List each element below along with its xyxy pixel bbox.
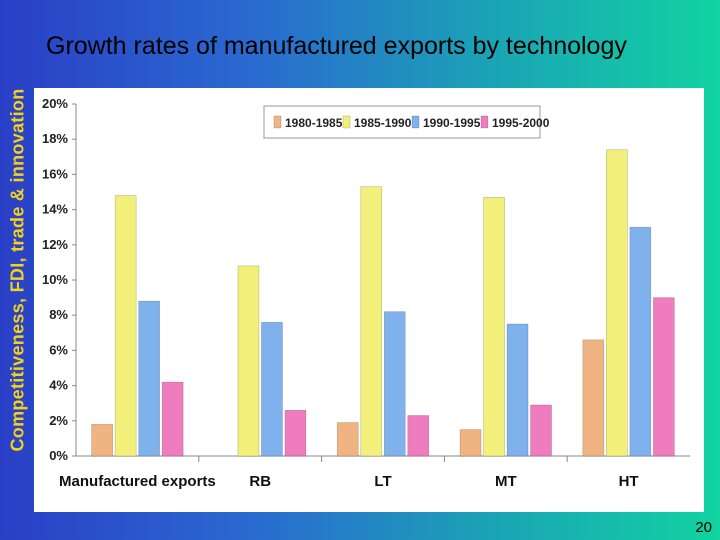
legend-box [263,105,541,139]
y-tick-label: 6% [49,342,68,357]
legend-swatch [342,115,351,129]
bar-1985-1990 [114,195,137,457]
legend-label: 1985-1990 [354,116,412,130]
y-tick-label: 10% [42,272,68,287]
y-tick-label: 0% [49,448,68,463]
legend-swatch [411,115,420,129]
y-tick-label: 18% [42,131,68,146]
bar-1990-1995 [629,226,652,457]
x-category-label: HT [619,473,639,490]
bar-1980-1985 [91,424,113,457]
sidebar-title: Competitiveness, FDI, trade & innovation [0,0,36,540]
bar-1995-2000 [284,409,307,457]
bar-1990-1995 [138,300,160,457]
bar-1995-2000 [530,404,552,457]
bar-1985-1990 [606,149,628,457]
y-tick-label: 14% [42,202,68,217]
bar-1985-1990 [360,186,383,457]
x-category-label: MT [495,473,517,490]
x-category-label: Manufactured exports [59,473,216,490]
bar-1990-1995 [383,311,406,457]
page-title: Growth rates of manufactured exports by … [46,32,627,60]
x-category-label: LT [374,473,391,490]
bar-1995-2000 [407,415,430,457]
page-number: 20 [695,519,712,536]
y-tick-label: 2% [49,413,68,428]
bar-1990-1995 [506,323,529,457]
legend-label: 1980-1985 [285,116,343,130]
y-tick-label: 12% [42,237,68,252]
legend-label: 1990-1995 [423,116,481,130]
bar-chart: 0% 2% 4% 6% 8% 10% 12% 14% 16% 18% 20% Manufactured… [42,96,690,490]
bar-1980-1985 [582,339,605,457]
legend-swatch [273,115,282,129]
bar-1985-1990 [483,196,505,457]
bar-1990-1995 [261,321,283,457]
x-category-label: RB [249,473,271,490]
y-tick-label: 16% [42,166,68,181]
y-tick-label: 8% [49,307,68,322]
bar-1980-1985 [459,429,482,457]
legend-label: 1995-2000 [492,116,550,130]
y-tick-label: 20% [42,96,68,111]
bar-1995-2000 [161,381,184,457]
bar-1995-2000 [653,297,675,457]
bar-1985-1990 [237,265,260,457]
legend-swatch [480,115,489,129]
y-tick-label: 4% [49,378,68,393]
chart-panel: 0% 2% 4% 6% 8% 10% 12% 14% 16% 18% 20% Manufactured… [34,88,704,512]
bar-1980-1985 [336,422,359,457]
sidebar-title-text: Competitiveness, FDI, trade & innovation [7,88,28,452]
